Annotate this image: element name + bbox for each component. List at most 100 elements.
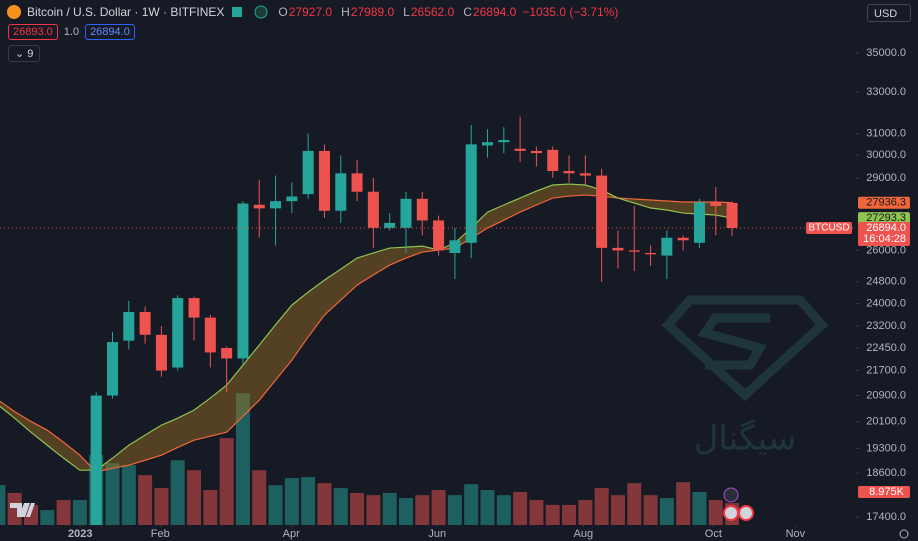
- candle-body: [661, 237, 673, 256]
- candle-body: [384, 222, 396, 228]
- price-box: [858, 221, 910, 246]
- candle-body: [155, 334, 167, 371]
- volume-bar: [235, 393, 250, 525]
- y-tick-label: 31000.0: [866, 127, 906, 139]
- candle-body: [237, 203, 249, 359]
- candle-body: [416, 198, 428, 221]
- currency-label: USD: [874, 8, 898, 20]
- volume-bar: [138, 475, 153, 525]
- volume-bar: [366, 495, 381, 525]
- candle-body: [482, 142, 494, 146]
- volume-bar: [513, 491, 528, 525]
- series-price-label: 27293.3: [866, 212, 906, 224]
- volume-bar: [610, 495, 625, 525]
- watermark: سیگنال: [661, 295, 829, 459]
- series-price-box: [858, 212, 910, 225]
- bid-price[interactable]: 26893.0: [8, 24, 58, 40]
- ask-price[interactable]: 26894.0: [85, 24, 135, 40]
- y-tick-label: 17400.0: [866, 511, 906, 523]
- candle-body: [107, 342, 119, 396]
- candle-body: [579, 173, 591, 176]
- candle-body: [433, 220, 445, 251]
- ohlc-value: 27927.0: [288, 5, 333, 19]
- volume-bar: [676, 482, 691, 525]
- symbol-circle: [7, 5, 21, 19]
- flag-icon[interactable]: [232, 7, 243, 17]
- volume-bar: [72, 500, 87, 525]
- legend-header: Bitcoin / U.S. Dollar · 1W · BITFINEX O2…: [6, 4, 618, 20]
- candle-body: [449, 240, 461, 253]
- candle-body: [351, 173, 363, 192]
- candle-body: [612, 247, 624, 251]
- tv-logo-shape: [10, 503, 35, 517]
- candle-body: [677, 237, 689, 241]
- ohlc-change: −1035.0 (−3.71%): [522, 5, 619, 19]
- ohlc-key: H: [341, 5, 350, 19]
- candle-body: [400, 198, 412, 228]
- indicators-toggle[interactable]: ⌄ 9: [8, 45, 41, 62]
- candle-body: [0, 537, 4, 541]
- y-tick-label: 20900.0: [866, 389, 906, 401]
- volume-bar: [154, 488, 169, 525]
- y-tick-label: 20100.0: [866, 415, 906, 427]
- candle-body: [726, 202, 738, 228]
- volume-bar: [398, 498, 413, 525]
- event-icon: [723, 505, 739, 521]
- candle-body: [172, 298, 184, 368]
- volume-bar: [301, 477, 316, 525]
- y-tick-label: 21700.0: [866, 364, 906, 376]
- event-icon: [738, 505, 754, 521]
- symbol-label: BTCUSD: [808, 223, 849, 234]
- volume-bar: [268, 485, 283, 525]
- y-tick-label: 22450.0: [866, 342, 906, 354]
- symbol-icon: [7, 5, 21, 19]
- volume-bar: [350, 492, 365, 525]
- volume-bar: [643, 495, 658, 525]
- candle-body: [530, 150, 542, 154]
- y-tick-label: 29000.0: [866, 172, 906, 184]
- candle-body: [547, 149, 559, 172]
- eye-icon[interactable]: [254, 5, 268, 19]
- volume-bar: [545, 504, 560, 525]
- volume-bar: [284, 478, 299, 525]
- watermark-logo: [697, 313, 770, 370]
- candle-body: [693, 202, 705, 243]
- ma-band-fill: [0, 184, 733, 473]
- watermark-text: سیگنال: [694, 419, 797, 459]
- candle-body: [498, 140, 510, 143]
- candle-body: [367, 191, 379, 228]
- event-icon: [723, 487, 739, 503]
- watermark-logo: [661, 295, 829, 402]
- volume-bar: [480, 490, 495, 525]
- y-tick-label: 30000.0: [866, 149, 906, 161]
- candle-body: [645, 252, 657, 255]
- candle-body: [139, 311, 151, 335]
- header-icons[interactable]: [229, 5, 269, 19]
- countdown-label: 16:04:28: [863, 233, 906, 245]
- currency-select[interactable]: USD: [867, 4, 911, 22]
- volume-bar: [56, 500, 71, 525]
- candle-body: [465, 144, 477, 243]
- ohlc-value: 27989.0: [350, 5, 395, 19]
- volume-bar: [594, 488, 609, 525]
- settings-icon[interactable]: [899, 529, 909, 539]
- candle-body: [302, 150, 314, 195]
- volume-bar: [562, 504, 577, 525]
- price-label: 26894.0: [866, 222, 906, 234]
- candle-body: [270, 201, 282, 209]
- volume-bar: [317, 483, 332, 525]
- volume-bar: [121, 465, 136, 525]
- ohlc-key: L: [403, 5, 410, 19]
- symbol-box: [806, 221, 852, 234]
- candle-body: [221, 347, 233, 359]
- spread: 1.0: [63, 26, 80, 38]
- ohlc-value: 26894.0: [472, 5, 517, 19]
- volume-bar: [692, 491, 707, 525]
- y-tick-label: 23200.0: [866, 320, 906, 332]
- volume-label: 8.975K: [869, 486, 905, 498]
- ma-line: [0, 194, 733, 473]
- candle-body: [318, 150, 330, 211]
- settings-gear[interactable]: [899, 529, 909, 539]
- volume-bar: [252, 470, 267, 525]
